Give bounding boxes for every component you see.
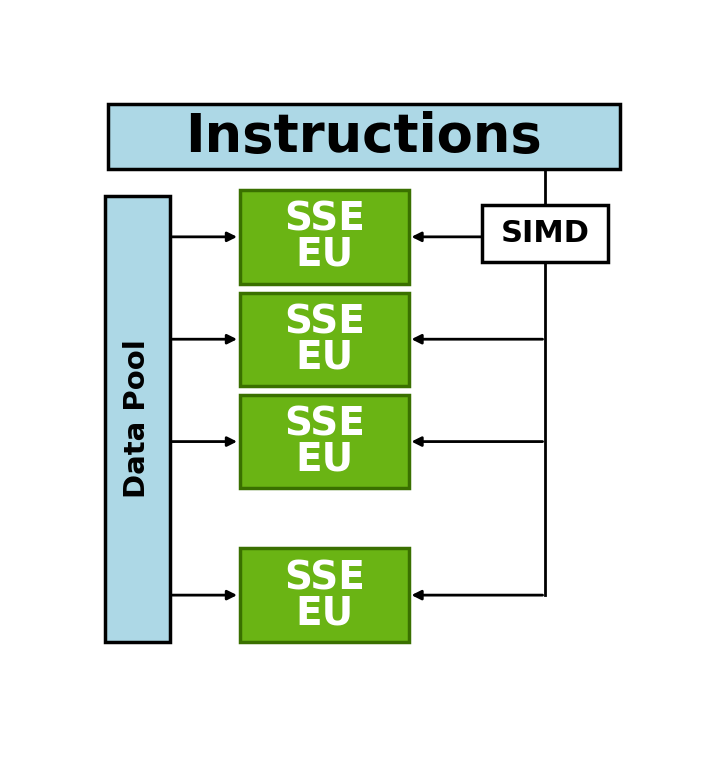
Text: SSE: SSE: [284, 201, 364, 239]
Text: Data Pool: Data Pool: [123, 339, 151, 498]
Bar: [107, 104, 619, 169]
Text: SSE: SSE: [284, 303, 364, 342]
Text: EU: EU: [295, 440, 354, 479]
Bar: [105, 196, 170, 642]
Text: SSE: SSE: [284, 406, 364, 443]
Text: Instructions: Instructions: [185, 110, 542, 163]
Text: EU: EU: [295, 236, 354, 274]
Bar: [240, 190, 409, 284]
Bar: [482, 205, 608, 263]
Bar: [240, 395, 409, 488]
Bar: [240, 548, 409, 642]
Text: EU: EU: [295, 339, 354, 376]
Text: SSE: SSE: [284, 559, 364, 597]
Text: EU: EU: [295, 594, 354, 632]
Bar: [240, 292, 409, 386]
Text: SIMD: SIMD: [501, 219, 590, 249]
